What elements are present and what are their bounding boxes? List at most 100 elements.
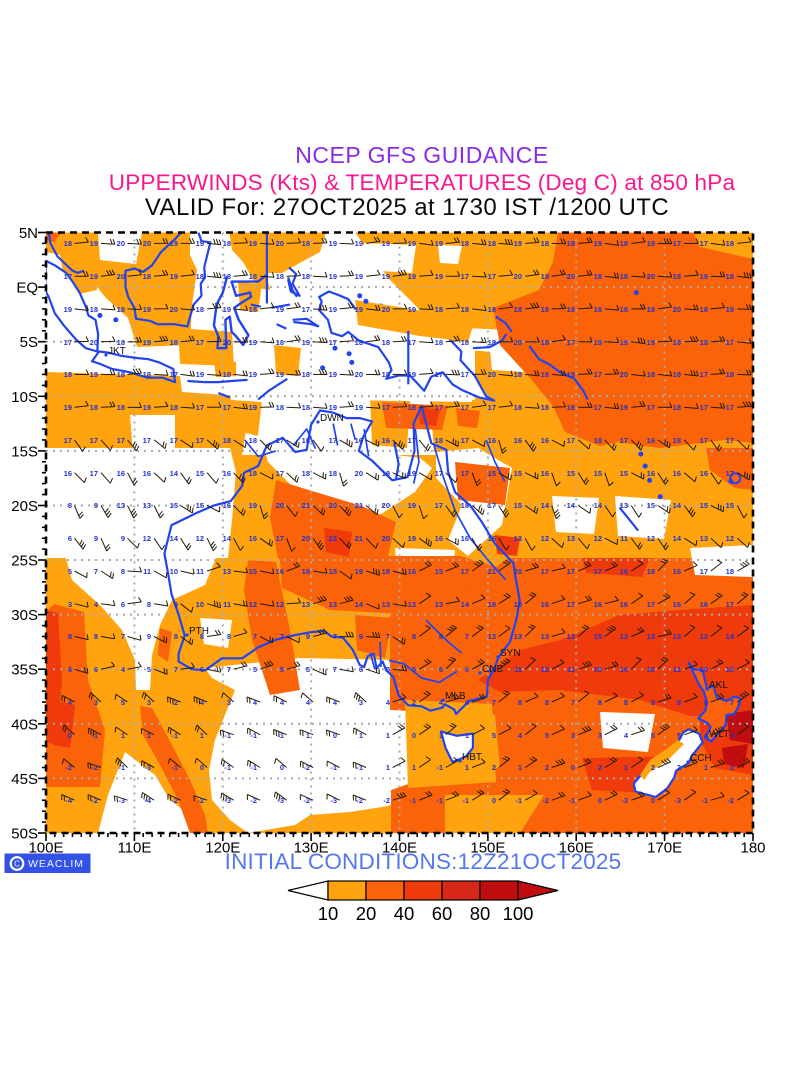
svg-text:40S: 40S — [11, 716, 38, 733]
svg-text:20: 20 — [302, 534, 310, 543]
svg-text:19: 19 — [329, 272, 337, 281]
svg-text:19: 19 — [329, 239, 337, 248]
svg-text:0: 0 — [280, 763, 284, 772]
svg-text:3: 3 — [147, 698, 151, 707]
svg-text:WLT: WLT — [709, 729, 729, 740]
svg-text:18: 18 — [567, 239, 575, 248]
svg-text:20: 20 — [620, 370, 628, 379]
svg-text:4: 4 — [94, 600, 99, 609]
svg-text:-1: -1 — [356, 763, 363, 772]
svg-text:0: 0 — [571, 763, 575, 772]
svg-text:17: 17 — [329, 436, 337, 445]
svg-text:19: 19 — [64, 305, 72, 314]
svg-text:6: 6 — [439, 665, 443, 674]
svg-text:-4: -4 — [144, 796, 151, 805]
svg-text:17: 17 — [541, 567, 549, 576]
svg-text:17: 17 — [143, 436, 151, 445]
svg-text:13: 13 — [223, 567, 231, 576]
svg-text:16: 16 — [673, 469, 681, 478]
svg-text:13: 13 — [514, 534, 522, 543]
svg-text:16: 16 — [64, 469, 72, 478]
svg-text:20: 20 — [170, 305, 178, 314]
svg-text:18: 18 — [382, 469, 390, 478]
svg-text:-2: -2 — [727, 796, 734, 805]
svg-text:10: 10 — [647, 665, 655, 674]
svg-text:19: 19 — [620, 403, 628, 412]
svg-text:-1: -1 — [436, 763, 443, 772]
svg-text:18: 18 — [276, 403, 284, 412]
svg-text:19: 19 — [143, 338, 151, 347]
svg-text:11: 11 — [514, 665, 522, 674]
svg-text:6: 6 — [68, 534, 72, 543]
svg-text:2: 2 — [174, 698, 178, 707]
svg-text:-1: -1 — [515, 796, 522, 805]
svg-text:17: 17 — [567, 436, 575, 445]
svg-text:0: 0 — [68, 731, 72, 740]
svg-text:19: 19 — [700, 272, 708, 281]
svg-text:15: 15 — [196, 469, 204, 478]
svg-text:10: 10 — [318, 903, 339, 924]
svg-text:19: 19 — [276, 305, 284, 314]
svg-text:10S: 10S — [11, 389, 38, 406]
svg-text:2: 2 — [412, 698, 416, 707]
svg-text:19: 19 — [329, 370, 337, 379]
svg-text:14: 14 — [170, 469, 179, 478]
svg-text:11: 11 — [620, 534, 628, 543]
svg-text:14: 14 — [170, 534, 179, 543]
svg-text:17: 17 — [90, 469, 98, 478]
svg-text:18: 18 — [435, 338, 443, 347]
svg-text:18: 18 — [620, 239, 628, 248]
svg-text:30S: 30S — [11, 607, 38, 624]
svg-text:NCEP GFS GUIDANCE: NCEP GFS GUIDANCE — [295, 142, 548, 168]
svg-text:16: 16 — [594, 600, 602, 609]
svg-text:-2: -2 — [171, 796, 178, 805]
svg-text:10: 10 — [620, 665, 628, 674]
svg-text:7: 7 — [94, 567, 98, 576]
svg-text:18: 18 — [488, 305, 496, 314]
svg-text:-1: -1 — [171, 763, 178, 772]
svg-text:7: 7 — [333, 665, 337, 674]
svg-text:13: 13 — [117, 501, 125, 510]
svg-text:-1: -1 — [330, 763, 337, 772]
svg-text:8: 8 — [68, 501, 72, 510]
svg-text:20: 20 — [276, 501, 284, 510]
svg-text:19: 19 — [249, 370, 257, 379]
svg-text:18: 18 — [249, 305, 257, 314]
svg-text:-2: -2 — [250, 796, 257, 805]
svg-text:19: 19 — [435, 272, 443, 281]
svg-text:35S: 35S — [11, 662, 38, 679]
svg-text:15: 15 — [726, 501, 734, 510]
svg-text:18: 18 — [302, 403, 310, 412]
svg-text:7: 7 — [730, 698, 734, 707]
svg-text:8: 8 — [704, 698, 708, 707]
svg-text:16: 16 — [223, 469, 231, 478]
svg-text:18: 18 — [488, 239, 496, 248]
svg-text:15S: 15S — [11, 443, 38, 460]
svg-text:17: 17 — [223, 403, 231, 412]
svg-text:12: 12 — [726, 534, 734, 543]
svg-text:9: 9 — [147, 632, 151, 641]
svg-text:14: 14 — [726, 632, 735, 641]
svg-text:0: 0 — [412, 731, 416, 740]
svg-text:14: 14 — [673, 534, 682, 543]
svg-text:8: 8 — [94, 632, 98, 641]
svg-text:18: 18 — [620, 305, 628, 314]
svg-text:8: 8 — [174, 632, 178, 641]
svg-text:18: 18 — [435, 305, 443, 314]
svg-text:16: 16 — [673, 567, 681, 576]
svg-text:17: 17 — [700, 370, 708, 379]
svg-text:7: 7 — [465, 632, 469, 641]
svg-text:19: 19 — [647, 239, 655, 248]
svg-text:40: 40 — [394, 903, 415, 924]
svg-text:8: 8 — [227, 632, 231, 641]
svg-text:4: 4 — [306, 698, 311, 707]
svg-text:18: 18 — [329, 567, 337, 576]
svg-text:12: 12 — [541, 665, 549, 674]
svg-text:18: 18 — [726, 567, 734, 576]
svg-text:130E: 130E — [294, 840, 329, 857]
svg-text:-3: -3 — [118, 796, 125, 805]
svg-text:-2: -2 — [197, 796, 204, 805]
svg-text:1: 1 — [359, 731, 363, 740]
svg-text:18: 18 — [90, 305, 98, 314]
svg-text:16: 16 — [620, 600, 628, 609]
